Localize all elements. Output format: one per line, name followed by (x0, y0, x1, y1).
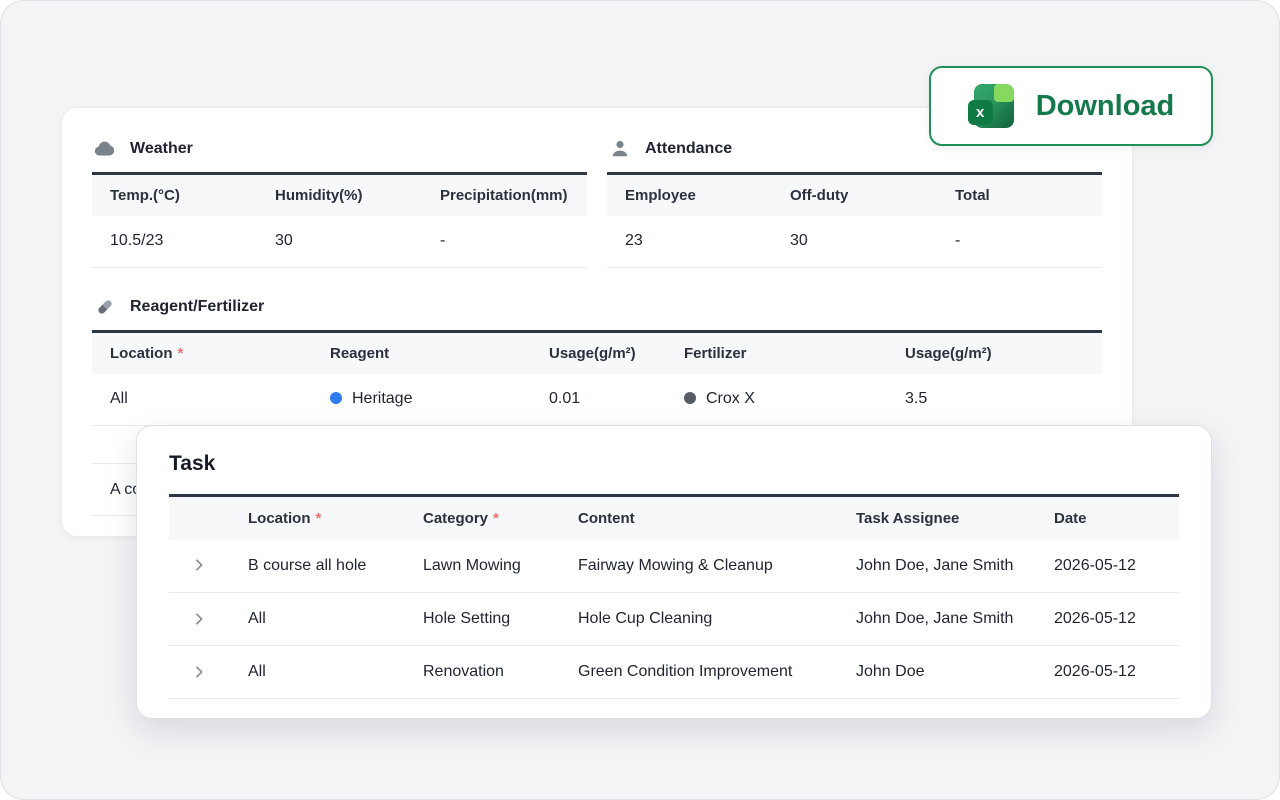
column-header: Category * (423, 509, 499, 527)
excel-icon: x (967, 84, 1014, 128)
usage-cell: 0.01 (531, 373, 666, 426)
task-card-title: Task (169, 452, 216, 475)
expand-cell (169, 592, 230, 646)
weather-section-header: Weather (92, 136, 587, 162)
download-button[interactable]: x Download (929, 66, 1213, 146)
chevron-right-icon[interactable] (187, 553, 211, 577)
column-header: Location * (110, 344, 184, 362)
attendance-header-row: Employee Off-duty Total (607, 173, 1102, 216)
section-title: Reagent/Fertilizer (130, 298, 265, 315)
usage-cell: 3.5 (887, 373, 1102, 426)
column-header: Date (1054, 509, 1087, 527)
location-cell: All (230, 645, 405, 699)
fertilizer-cell: Crox X (666, 373, 887, 426)
reagent-section-header: Reagent/Fertilizer (92, 294, 1102, 320)
task-card: Task Location * Category * Content Task As… (136, 425, 1212, 719)
humidity-cell: 30 (257, 215, 422, 268)
task-row[interactable]: B course all hole Lawn Mowing Fairway Mo… (169, 539, 1179, 593)
reagent-cell: Heritage (312, 373, 531, 426)
column-header: Fertilizer (684, 344, 747, 362)
report-top-row: Weather Temp.(°C) Humidity(%) Precipitat… (92, 136, 1102, 268)
location-cell: B course all hole (230, 539, 405, 593)
attendance-section-header: Attendance (607, 136, 1102, 162)
fertilizer-color-dot (684, 392, 696, 405)
column-header: Reagent (330, 344, 390, 362)
category-cell: Lawn Mowing (405, 539, 560, 593)
reagent-header-row: Location * Reagent Usage(g/m²) Fertilizer… (92, 331, 1102, 374)
chevron-right-icon[interactable] (187, 607, 211, 631)
expand-column-header (169, 496, 230, 540)
assignee-cell: John Doe (838, 645, 1036, 699)
table-row: All Heritage 0.01 Crox X 3.5 (92, 373, 1102, 426)
column-header: Temp.(°C) (110, 186, 180, 204)
date-cell: 2026-05-12 (1036, 539, 1179, 593)
date-cell: 2026-05-12 (1036, 645, 1179, 699)
date-cell: 2026-05-12 (1036, 592, 1179, 646)
location-cell: All (92, 373, 312, 426)
reagent-color-dot (330, 392, 342, 405)
expand-cell (169, 539, 230, 593)
task-header-row: Location * Category * Content Task Assigne… (169, 495, 1179, 540)
column-header: Usage(g/m²) (905, 344, 992, 362)
pill-icon (92, 294, 118, 320)
precipitation-cell: - (422, 215, 587, 268)
weather-section: Weather Temp.(°C) Humidity(%) Precipitat… (92, 136, 587, 268)
content-cell: Hole Cup Cleaning (560, 592, 838, 646)
column-header: Precipitation(mm) (440, 186, 568, 204)
chevron-right-icon[interactable] (187, 660, 211, 684)
required-mark: * (493, 509, 499, 527)
column-header: Usage(g/m²) (549, 344, 636, 362)
content-cell: Fairway Mowing & Cleanup (560, 539, 838, 593)
column-header: Location * (248, 509, 322, 527)
column-header: Off-duty (790, 186, 849, 204)
assignee-cell: John Doe, Jane Smith (838, 539, 1036, 593)
attendance-section: Attendance Employee Off-duty Total 23 (607, 136, 1102, 268)
cloud-icon (92, 136, 118, 162)
section-title: Attendance (645, 140, 733, 157)
weather-header-row: Temp.(°C) Humidity(%) Precipitation(mm) (92, 173, 587, 216)
content-cell: Green Condition Improvement (560, 645, 838, 699)
person-icon (607, 136, 633, 162)
column-header: Total (955, 186, 990, 204)
temp-cell: 10.5/23 (92, 215, 257, 268)
table-row: 10.5/23 30 - (92, 215, 587, 268)
task-table: Location * Category * Content Task Assigne… (169, 494, 1179, 699)
category-cell: Renovation (405, 645, 560, 699)
weather-table: Temp.(°C) Humidity(%) Precipitation(mm) … (92, 172, 587, 268)
task-row[interactable]: All Renovation Green Condition Improveme… (169, 645, 1179, 699)
download-label: Download (1035, 89, 1175, 122)
employee-cell: 23 (607, 215, 772, 268)
excel-x-badge: x (967, 100, 993, 125)
total-cell: - (937, 215, 1102, 268)
required-mark: * (315, 509, 322, 527)
task-row[interactable]: All Hole Setting Hole Cup Cleaning John … (169, 592, 1179, 646)
column-header: Employee (625, 186, 696, 204)
expand-cell (169, 645, 230, 699)
offduty-cell: 30 (772, 215, 937, 268)
column-header: Content (578, 509, 635, 527)
column-header: Humidity(%) (275, 186, 363, 204)
attendance-table: Employee Off-duty Total 23 30 - (607, 172, 1102, 268)
required-mark: * (177, 344, 184, 362)
category-cell: Hole Setting (405, 592, 560, 646)
assignee-cell: John Doe, Jane Smith (838, 592, 1036, 646)
location-cell: All (230, 592, 405, 646)
table-row: 23 30 - (607, 215, 1102, 268)
column-header: Task Assignee (856, 509, 960, 527)
section-title: Weather (130, 140, 193, 157)
